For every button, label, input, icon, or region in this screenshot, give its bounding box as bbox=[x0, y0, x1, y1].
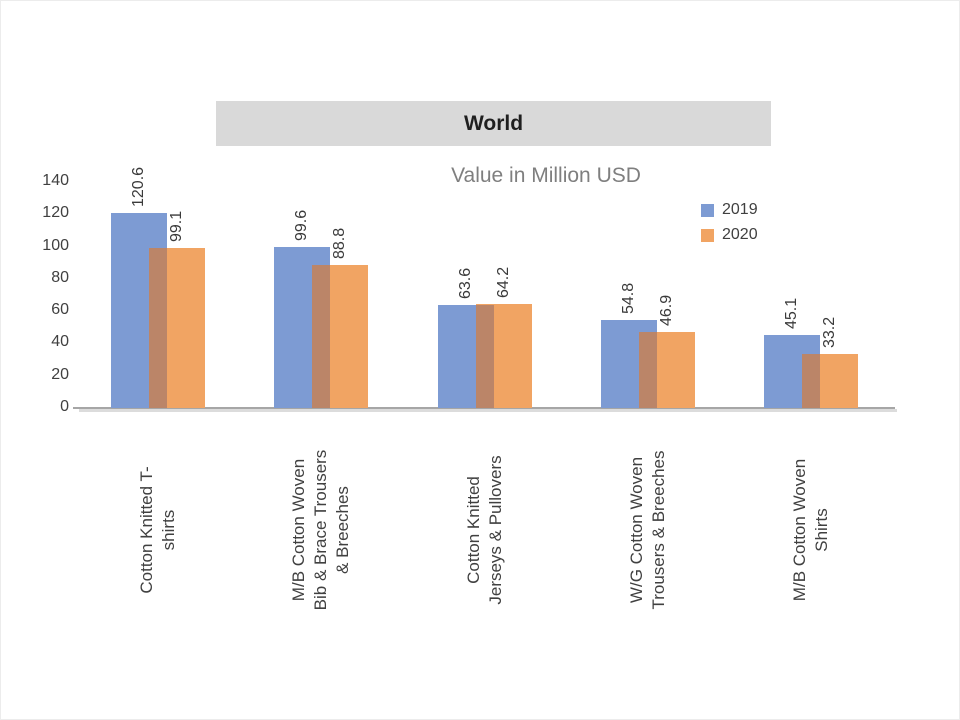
legend-label-2020: 2020 bbox=[722, 226, 758, 243]
bar-overlap bbox=[638, 332, 657, 408]
y-axis-tick-label: 120 bbox=[42, 204, 69, 222]
value-label-2019: 120.6 bbox=[129, 167, 147, 208]
y-axis-tick-label: 40 bbox=[51, 333, 69, 351]
value-label-2020: 46.9 bbox=[657, 295, 675, 327]
bar-overlap bbox=[802, 354, 821, 408]
bar-overlap bbox=[148, 248, 167, 408]
category-label: M/B Cotton Woven Bib & Brace Trousers & … bbox=[288, 449, 353, 611]
chart-subtitle: Value in Million USD bbox=[451, 164, 641, 187]
legend-swatch-2019 bbox=[701, 203, 714, 217]
value-label-2019: 54.8 bbox=[619, 282, 637, 314]
y-axis-tick-label: 100 bbox=[42, 236, 69, 254]
chart-title-bar: World bbox=[216, 101, 771, 146]
y-axis-tick-label: 0 bbox=[60, 398, 69, 415]
legend-swatch-2020 bbox=[701, 228, 714, 242]
category-label: M/B Cotton Woven Shirts bbox=[790, 458, 832, 602]
chart-title: World bbox=[463, 111, 524, 135]
category-label: W/G Cotton Woven Trousers & Breeches bbox=[626, 450, 668, 610]
legend-label-2019: 2019 bbox=[722, 201, 758, 218]
y-axis-tick-label: 60 bbox=[51, 301, 69, 319]
value-label-2020: 33.2 bbox=[821, 317, 839, 349]
x-axis-shadow bbox=[79, 409, 897, 412]
y-axis-tick-label: 80 bbox=[51, 268, 69, 286]
bar-overlap bbox=[312, 264, 331, 408]
category-label: Cotton Knitted Jerseys & Pullovers bbox=[463, 455, 505, 605]
legend: 2019 2020 bbox=[701, 201, 758, 244]
legend-item-2020: 2020 bbox=[701, 226, 758, 244]
value-label-2020: 99.1 bbox=[167, 210, 185, 243]
category-label: Cotton Knitted T- shirts bbox=[136, 466, 178, 594]
legend-item-2019: 2019 bbox=[701, 201, 758, 219]
value-label-2019: 63.6 bbox=[456, 268, 474, 300]
y-axis-tick-label: 20 bbox=[51, 365, 69, 383]
bar-overlap bbox=[475, 305, 494, 408]
value-label-2020: 88.8 bbox=[331, 227, 349, 259]
x-axis-line bbox=[73, 407, 895, 409]
value-label-2019: 99.6 bbox=[293, 210, 311, 242]
y-axis-tick-label: 140 bbox=[42, 172, 69, 189]
value-label-2020: 64.2 bbox=[494, 267, 512, 299]
value-label-2019: 45.1 bbox=[783, 298, 801, 330]
